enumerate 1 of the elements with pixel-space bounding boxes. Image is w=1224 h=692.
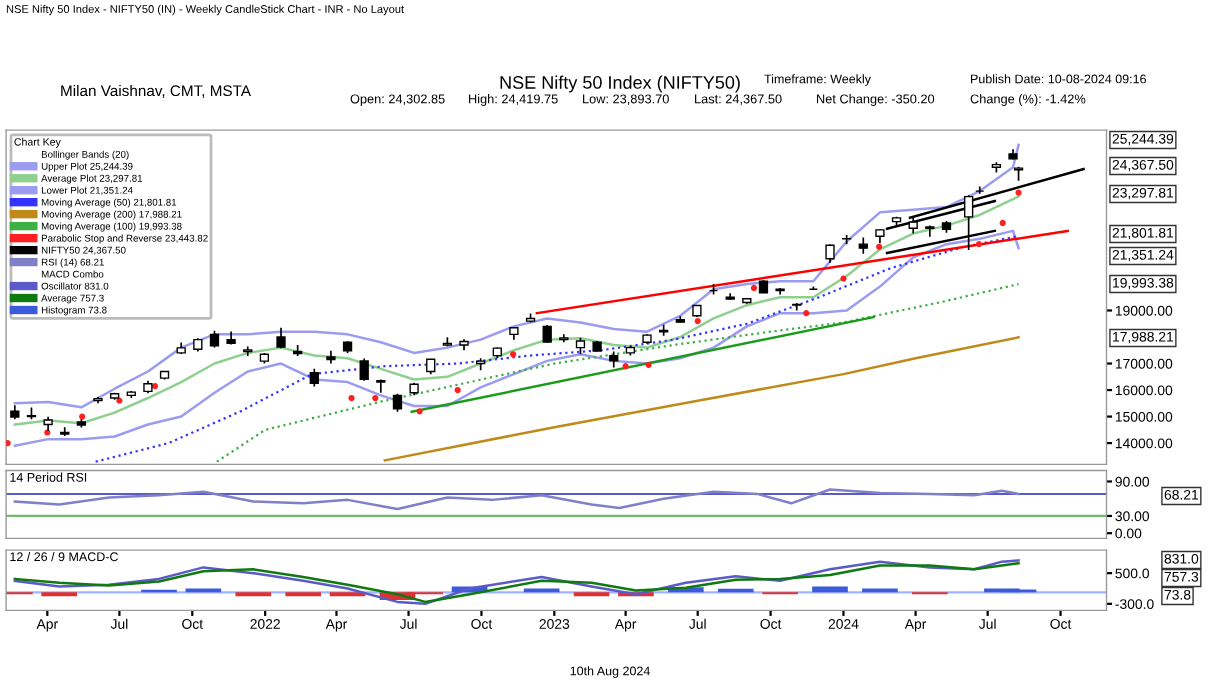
chart-title: NSE Nifty 50 Index (NIFTY50) <box>500 75 740 93</box>
